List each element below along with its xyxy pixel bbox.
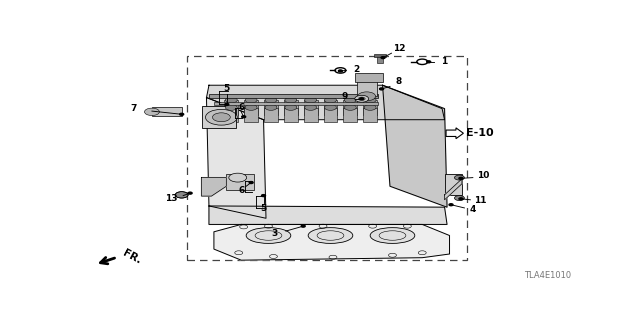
Bar: [344, 108, 357, 122]
Text: 5: 5: [260, 204, 267, 213]
Circle shape: [305, 97, 317, 103]
Text: 6: 6: [238, 103, 244, 112]
Polygon shape: [445, 179, 462, 200]
Text: 12: 12: [393, 44, 405, 53]
Bar: [209, 94, 378, 98]
Text: 9: 9: [341, 92, 348, 101]
Text: 5: 5: [224, 84, 230, 93]
Bar: [187, 56, 467, 260]
Bar: [214, 102, 378, 105]
Text: FR.: FR.: [121, 247, 143, 265]
Polygon shape: [209, 206, 447, 224]
Circle shape: [225, 104, 237, 110]
Circle shape: [459, 198, 463, 200]
Circle shape: [245, 104, 257, 110]
Circle shape: [339, 70, 342, 72]
Polygon shape: [446, 128, 463, 139]
Circle shape: [364, 104, 376, 110]
Circle shape: [225, 97, 237, 103]
Text: 13: 13: [166, 194, 178, 203]
Circle shape: [285, 97, 297, 103]
Circle shape: [205, 109, 237, 125]
Circle shape: [454, 196, 465, 201]
Bar: [284, 100, 298, 115]
Polygon shape: [202, 178, 227, 196]
Circle shape: [180, 113, 184, 115]
Circle shape: [364, 97, 376, 103]
Ellipse shape: [246, 228, 291, 244]
Circle shape: [301, 225, 305, 227]
Text: 7: 7: [131, 104, 137, 113]
Text: 1: 1: [442, 57, 448, 66]
Bar: [264, 108, 278, 122]
Circle shape: [358, 92, 376, 101]
Circle shape: [358, 97, 365, 100]
Circle shape: [175, 192, 188, 198]
Circle shape: [212, 113, 230, 122]
Bar: [202, 106, 236, 128]
Circle shape: [245, 97, 257, 103]
Bar: [355, 73, 383, 82]
Circle shape: [344, 104, 356, 110]
Bar: [284, 108, 298, 122]
Circle shape: [262, 195, 266, 196]
Circle shape: [188, 192, 192, 194]
Circle shape: [249, 181, 253, 184]
Bar: [324, 108, 337, 122]
Polygon shape: [207, 98, 266, 218]
Bar: [264, 100, 278, 115]
Circle shape: [360, 98, 364, 100]
Bar: [324, 100, 337, 115]
Bar: [304, 108, 317, 122]
Circle shape: [324, 104, 337, 110]
Circle shape: [454, 175, 465, 180]
Circle shape: [324, 97, 337, 103]
Polygon shape: [383, 85, 447, 207]
Text: 8: 8: [396, 77, 402, 86]
Polygon shape: [214, 224, 449, 260]
Bar: [227, 174, 253, 190]
Bar: [376, 55, 383, 63]
Bar: [374, 54, 385, 57]
Bar: [225, 100, 238, 115]
Circle shape: [427, 61, 431, 63]
Text: 4: 4: [470, 205, 476, 214]
Circle shape: [285, 104, 297, 110]
Ellipse shape: [308, 228, 353, 244]
Bar: [304, 100, 317, 115]
Circle shape: [449, 204, 453, 206]
Circle shape: [229, 173, 246, 182]
Circle shape: [344, 97, 356, 103]
Bar: [244, 108, 258, 122]
Bar: [225, 108, 238, 122]
Circle shape: [225, 103, 229, 105]
Circle shape: [459, 177, 463, 179]
Polygon shape: [207, 85, 445, 120]
Circle shape: [380, 88, 383, 90]
Bar: [344, 100, 357, 115]
Text: 11: 11: [474, 196, 486, 205]
Text: TLA4E1010: TLA4E1010: [524, 271, 571, 280]
Bar: [364, 100, 377, 115]
Circle shape: [265, 97, 277, 103]
Ellipse shape: [370, 228, 415, 244]
Bar: [152, 107, 182, 116]
Circle shape: [265, 104, 277, 110]
Text: E-10: E-10: [466, 128, 493, 138]
Circle shape: [305, 104, 317, 110]
Circle shape: [242, 116, 246, 118]
Text: 3: 3: [272, 229, 278, 238]
Bar: [364, 108, 377, 122]
Text: 6: 6: [238, 186, 244, 195]
Bar: [445, 174, 462, 195]
Circle shape: [381, 57, 385, 59]
Bar: [356, 79, 376, 96]
Circle shape: [145, 108, 159, 116]
Text: 10: 10: [477, 171, 489, 180]
Text: 2: 2: [354, 65, 360, 75]
Circle shape: [355, 95, 369, 102]
Bar: [244, 100, 258, 115]
